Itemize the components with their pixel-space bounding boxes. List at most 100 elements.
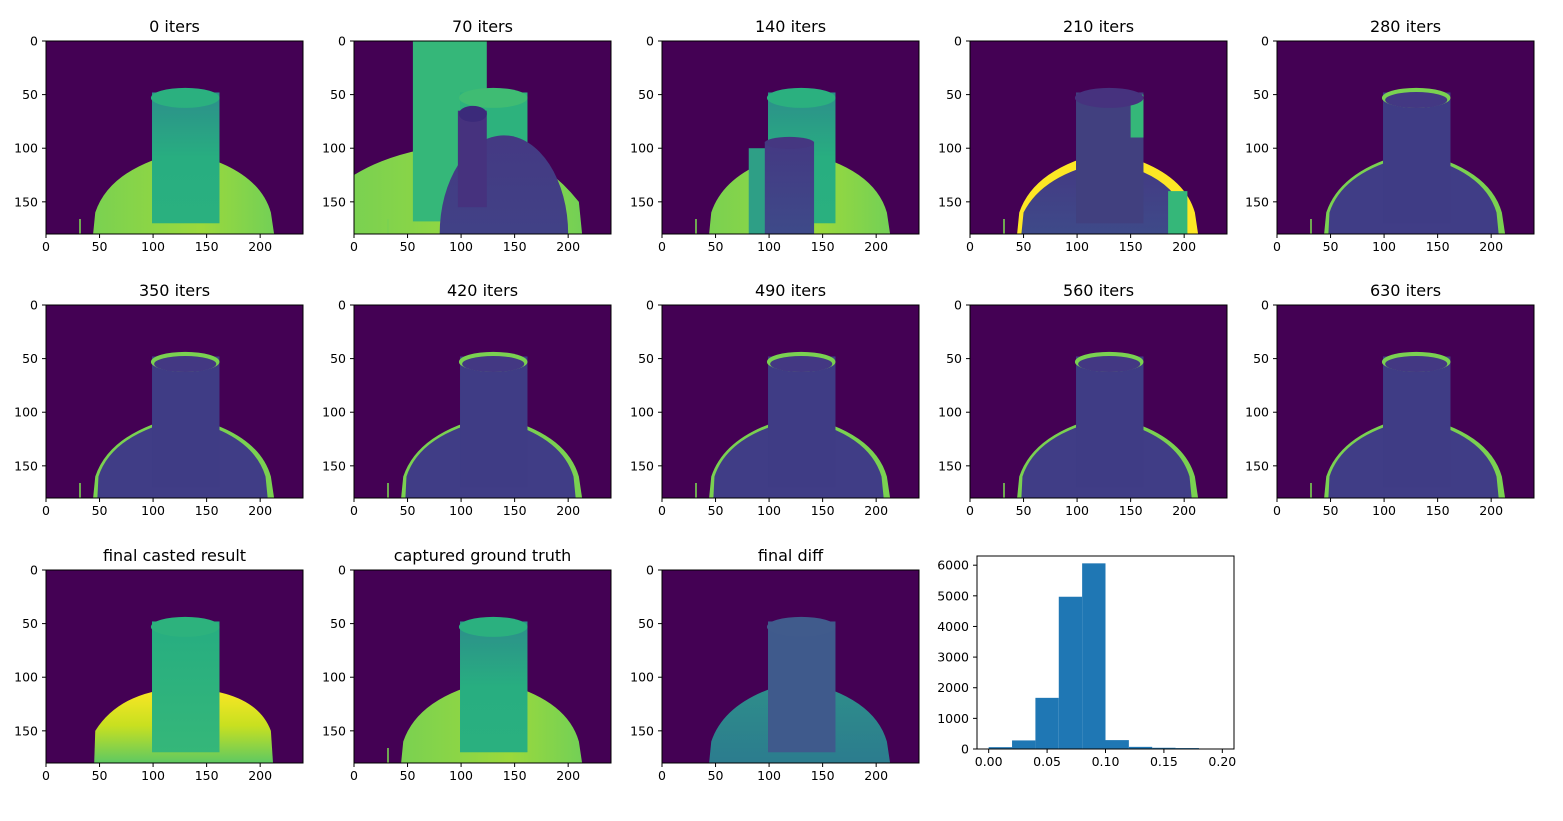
x-tick-label: 100 xyxy=(1372,503,1396,518)
y-tick-label: 50 xyxy=(638,616,654,631)
x-tick-label: 100 xyxy=(757,768,781,783)
x-tick-label: 100 xyxy=(141,503,165,518)
y-tick-label: 50 xyxy=(946,87,962,102)
axes-frame xyxy=(45,569,304,764)
cylinder-top xyxy=(766,87,836,108)
y-tick-label: 50 xyxy=(330,616,346,631)
axes-frame xyxy=(45,40,304,235)
heatmap-image xyxy=(46,570,303,763)
cylinder-region xyxy=(1383,92,1451,224)
x-tick-label: 150 xyxy=(1119,503,1143,518)
y-tick-label: 100 xyxy=(322,670,346,685)
x-tick-label: 100 xyxy=(449,768,473,783)
heatmap-panel: 560 iters 0 50 100 150 200 0 50 100 150 xyxy=(938,281,1228,518)
artifact-line xyxy=(1003,218,1005,234)
heatmap-panel: final casted result 0 50 100 150 200 0 50 100 150 xyxy=(14,546,304,783)
heatmap-image xyxy=(1277,305,1534,498)
x-tick-label: 50 xyxy=(708,503,724,518)
x-tick-label: 0 xyxy=(1273,503,1281,518)
heatmap-image xyxy=(662,305,919,498)
y-tick-label: 5000 xyxy=(937,588,969,603)
x-tick-label: 200 xyxy=(248,768,272,783)
x-tick-label: 100 xyxy=(1372,239,1396,254)
artifact-line xyxy=(387,482,389,498)
cylinder-top xyxy=(150,87,220,108)
cylinder-region xyxy=(460,356,528,488)
y-tick-label: 50 xyxy=(638,351,654,366)
heatmap-panel: 0 iters 0 50 100 150 200 0 50 100 150 xyxy=(14,17,304,254)
axes-frame xyxy=(969,304,1228,499)
cylinder-region xyxy=(152,92,220,224)
x-tick-label: 100 xyxy=(449,239,473,254)
cylinder-region xyxy=(152,621,220,753)
cylinder-top xyxy=(462,355,525,372)
x-tick-label: 0 xyxy=(658,239,666,254)
y-tick-label: 4000 xyxy=(937,619,969,634)
heatmap-image xyxy=(970,305,1227,498)
y-tick-label: 100 xyxy=(938,405,962,420)
y-tick-label: 6000 xyxy=(937,558,969,573)
dark-cylinder xyxy=(457,110,487,208)
x-tick-label: 0.05 xyxy=(1033,754,1061,769)
x-tick-label: 50 xyxy=(400,503,416,518)
heatmap-panel: 420 iters 0 50 100 150 200 0 50 100 150 xyxy=(322,281,612,518)
x-tick-label: 100 xyxy=(141,768,165,783)
y-tick-label: 100 xyxy=(14,141,38,156)
heatmap-panel: 490 iters 0 50 100 150 200 0 50 100 150 xyxy=(630,281,920,518)
x-tick-label: 0.15 xyxy=(1150,754,1178,769)
x-tick-label: 50 xyxy=(92,239,108,254)
cylinder-region xyxy=(1383,356,1451,488)
x-tick-label: 100 xyxy=(1065,239,1089,254)
y-tick-label: 50 xyxy=(946,351,962,366)
x-tick-label: 0.10 xyxy=(1092,754,1120,769)
x-tick-label: 200 xyxy=(248,503,272,518)
artifact-line xyxy=(1003,482,1005,498)
y-tick-label: 0 xyxy=(30,298,38,313)
cylinder-top xyxy=(458,616,528,637)
artifact-line xyxy=(79,482,81,498)
dark-top xyxy=(764,136,815,149)
panel-title: captured ground truth xyxy=(394,546,572,565)
histogram-bar xyxy=(1058,596,1083,749)
panel-title: 210 iters xyxy=(1063,17,1134,36)
y-tick-label: 150 xyxy=(322,458,346,473)
heatmap-panel: final diff 0 50 100 150 200 0 50 100 150 xyxy=(630,546,920,783)
x-tick-label: 200 xyxy=(556,239,580,254)
y-tick-label: 100 xyxy=(630,405,654,420)
heatmap-panel: 630 iters 0 50 100 150 200 0 50 100 150 xyxy=(1245,281,1535,518)
panel-title: 70 iters xyxy=(452,17,513,36)
x-tick-label: 0 xyxy=(658,503,666,518)
y-tick-label: 100 xyxy=(14,670,38,685)
x-tick-label: 0 xyxy=(966,239,974,254)
x-tick-label: 150 xyxy=(811,503,835,518)
x-tick-label: 150 xyxy=(195,503,219,518)
cylinder-region xyxy=(152,356,220,488)
y-tick-label: 100 xyxy=(14,405,38,420)
y-tick-label: 0 xyxy=(954,34,962,49)
artifact-line xyxy=(695,218,697,234)
panel-title: 630 iters xyxy=(1370,281,1441,300)
heatmap-panel: 70 iters 0 50 100 150 200 0 50 100 150 xyxy=(322,17,612,254)
y-tick-label: 0 xyxy=(30,563,38,578)
heatmap-panel: 280 iters 0 50 100 150 200 0 50 100 150 xyxy=(1245,17,1535,254)
y-tick-label: 100 xyxy=(938,141,962,156)
y-tick-label: 150 xyxy=(1245,458,1269,473)
x-tick-label: 200 xyxy=(1172,239,1196,254)
x-tick-label: 200 xyxy=(1172,503,1196,518)
y-tick-label: 150 xyxy=(630,723,654,738)
x-tick-label: 200 xyxy=(864,503,888,518)
y-tick-label: 100 xyxy=(1245,405,1269,420)
artifact-line xyxy=(695,482,697,498)
axes-frame xyxy=(969,40,1228,235)
cylinder-top xyxy=(150,616,220,637)
x-tick-label: 0 xyxy=(350,768,358,783)
y-tick-label: 0 xyxy=(338,298,346,313)
x-tick-label: 200 xyxy=(1479,503,1503,518)
cylinder-region xyxy=(768,356,836,488)
artifact-line xyxy=(387,218,389,234)
panel-title: 280 iters xyxy=(1370,17,1441,36)
axes-frame xyxy=(45,304,304,499)
cylinder-top xyxy=(770,355,833,372)
x-tick-label: 50 xyxy=(1016,239,1032,254)
